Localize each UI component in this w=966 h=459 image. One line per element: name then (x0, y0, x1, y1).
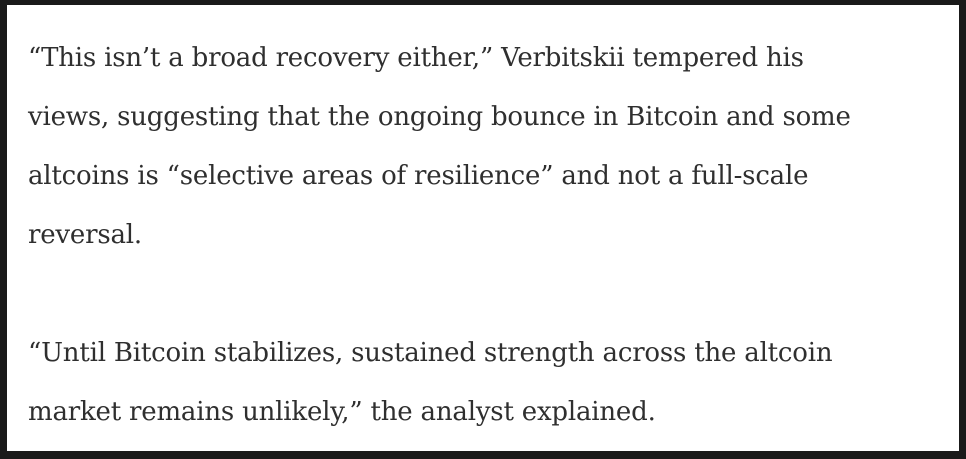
quote-line: “This isn’t a broad recovery either,” Ve… (28, 43, 804, 73)
quote-line: altcoins is “selective areas of resilien… (28, 161, 809, 191)
quote-line: views, suggesting that the ongoing bounc… (28, 102, 851, 132)
quote-line: reversal. (28, 220, 142, 250)
paragraph-analyst-conclusion: “Until Bitcoin stabilizes, sustained str… (28, 324, 951, 442)
paragraph-analyst-views: “This isn’t a broad recovery either,” Ve… (28, 29, 951, 265)
quote-line: “Until Bitcoin stabilizes, sustained str… (28, 338, 833, 368)
quote-line: market remains unlikely,” the analyst ex… (28, 397, 656, 427)
